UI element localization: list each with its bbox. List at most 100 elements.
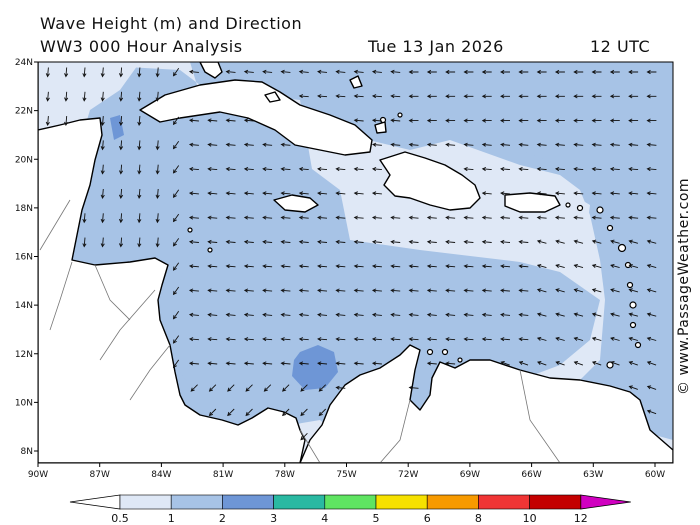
- wave-arrow: [227, 408, 235, 417]
- wave-arrow: [628, 69, 639, 75]
- wave-arrow: [646, 118, 657, 123]
- wave-arrow: [536, 166, 547, 172]
- wave-arrow: [137, 213, 142, 224]
- wave-arrow: [317, 166, 328, 172]
- wave-arrow: [225, 166, 236, 172]
- wave-direction-arrows: [45, 67, 657, 441]
- wave-arrow: [298, 264, 309, 269]
- land: [38, 62, 673, 463]
- wave-arrow: [481, 142, 492, 147]
- lat-tick-label: 8N: [21, 447, 33, 457]
- wave-arrow: [518, 142, 529, 147]
- wave-arrow: [573, 166, 584, 172]
- wave-arrow: [280, 264, 291, 269]
- wave-arrow: [591, 215, 602, 220]
- wave-arrow: [408, 215, 419, 220]
- wave-arrow: [137, 140, 142, 151]
- wave-arrow: [207, 312, 218, 317]
- wave-arrow: [573, 118, 584, 123]
- wave-arrow: [225, 337, 236, 342]
- lat-tick-label: 10N: [15, 398, 33, 408]
- lat-tick-label: 22N: [15, 107, 33, 117]
- wave-arrow: [243, 215, 254, 220]
- map-frame: [37, 61, 674, 464]
- wave-arrow: [371, 288, 382, 293]
- wave-arrow: [317, 264, 328, 269]
- wave-arrow: [426, 142, 437, 147]
- wave-arrow: [172, 359, 180, 369]
- wave-arrow: [172, 311, 180, 320]
- wave-arrow: [573, 336, 584, 341]
- wave-arrow: [408, 142, 419, 147]
- wave-arrow: [353, 118, 364, 123]
- wave-arrow: [610, 288, 620, 293]
- wave-arrow: [609, 118, 620, 123]
- wave-arrow: [243, 361, 254, 366]
- wave-arrow: [610, 312, 620, 317]
- wave-arrow: [225, 69, 236, 74]
- wave-arrow: [317, 69, 328, 74]
- wave-arrow: [208, 408, 217, 417]
- model-label: WW3 000 Hour Analysis: [40, 37, 243, 56]
- wave-arrow: [573, 215, 584, 220]
- wave-arrow: [463, 337, 474, 342]
- wave-arrow: [426, 239, 437, 244]
- wave-arrow: [188, 215, 199, 220]
- wave-arrow: [628, 215, 639, 220]
- wave-arrow: [280, 69, 291, 74]
- wave-arrow: [300, 432, 308, 441]
- wave-arrow: [445, 239, 456, 244]
- wave-arrow: [500, 215, 511, 220]
- wave-arrow: [118, 213, 124, 224]
- wave-arrow: [335, 288, 346, 293]
- wave-arrow: [262, 215, 273, 220]
- wave-arrow: [118, 140, 124, 151]
- wave-arrow: [243, 288, 254, 293]
- colorbar-label: 1: [168, 512, 175, 525]
- wave-arrow: [100, 213, 105, 224]
- wave-arrow: [137, 164, 142, 175]
- lon-tick-label: 78W: [275, 470, 295, 480]
- wave-arrow: [188, 166, 199, 172]
- wave-arrow: [536, 69, 547, 75]
- wave-arrow: [188, 239, 199, 244]
- wave-arrow: [573, 263, 584, 269]
- wave-arrow: [155, 140, 160, 151]
- wave-arrow: [371, 142, 382, 147]
- latitude-ticks: 24N 22N 20N 18N 16N 14N 12N 10N 8N: [15, 58, 38, 457]
- wave-arrow: [353, 312, 364, 317]
- wave-arrow: [426, 312, 437, 317]
- lat-tick-label: 24N: [15, 58, 33, 68]
- wave-arrow: [298, 239, 309, 244]
- wave-arrow: [225, 215, 236, 220]
- wave-arrow: [408, 69, 419, 75]
- wave-arrow: [536, 118, 547, 123]
- wave-arrow: [628, 239, 639, 244]
- wave-arrow: [353, 94, 364, 99]
- wave-arrow: [353, 191, 364, 196]
- wave-arrow: [646, 239, 657, 244]
- wave-arrow: [262, 191, 273, 196]
- lon-tick-label: 60W: [645, 470, 665, 480]
- wave-arrow: [463, 215, 474, 220]
- wave-arrow: [118, 164, 124, 175]
- wave-arrow: [573, 288, 584, 293]
- wave-arrow: [172, 68, 180, 77]
- wave-arrow: [646, 312, 657, 317]
- wave-arrow: [610, 239, 620, 244]
- wave-arrow: [298, 166, 309, 172]
- wave-arrow: [573, 361, 584, 366]
- wave-arrow: [335, 239, 346, 244]
- wave-arrow: [188, 264, 199, 269]
- wave-arrow: [280, 239, 291, 244]
- wave-arrow: [536, 142, 547, 147]
- wave-arrow: [500, 118, 510, 123]
- wave-arrow: [318, 408, 327, 417]
- wave-arrow: [481, 337, 492, 342]
- wave-arrow: [262, 239, 273, 244]
- wave-arrow: [390, 239, 401, 244]
- wave-arrow: [243, 191, 254, 196]
- wave-arrow: [335, 337, 346, 342]
- lat-tick-label: 18N: [15, 204, 33, 214]
- wave-arrow: [172, 238, 180, 247]
